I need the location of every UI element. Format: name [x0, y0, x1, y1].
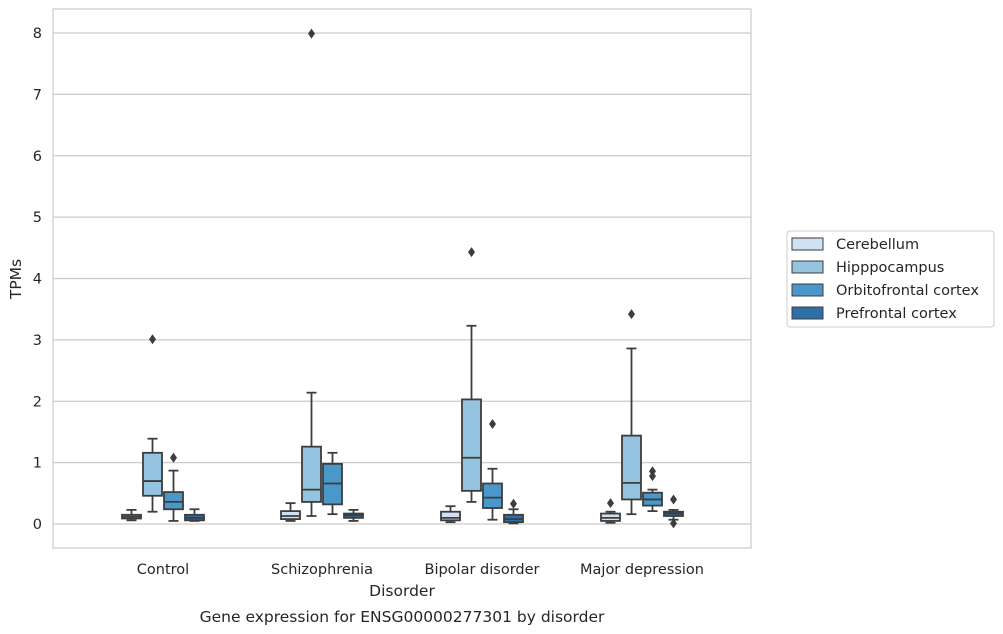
legend-label: Hipppocampus [836, 260, 944, 276]
box-prefrontal-cortex [663, 494, 684, 529]
box-orbitofrontal-cortex [642, 466, 663, 513]
iqr-box [280, 510, 301, 520]
outlier-point [607, 498, 614, 509]
outlier-point [468, 247, 475, 258]
outlier-point [628, 309, 635, 320]
box-orbitofrontal-cortex [163, 452, 184, 522]
box-orbitofrontal-cortex [482, 418, 503, 521]
iqr-box [163, 491, 184, 511]
legend: Cerebellum Hipppocampus Orbitofrontal cort… [786, 230, 995, 328]
iqr-box [301, 445, 322, 503]
chart-caption: Gene expression for ENSG00000277301 by d… [200, 608, 605, 626]
iqr-box [461, 398, 482, 492]
y-axis-label: TPMs [7, 259, 25, 300]
y-tick-labels: 0 1 2 3 4 5 6 7 8 [33, 26, 42, 533]
outlier-point [308, 28, 315, 39]
legend-label: Cerebellum [836, 237, 919, 253]
iqr-box [440, 510, 461, 522]
box-hipppocampus [142, 334, 163, 513]
box-hipppocampus [301, 28, 322, 517]
box-hipppocampus [461, 247, 482, 503]
legend-frame [786, 230, 995, 328]
box-cerebellum [121, 508, 142, 522]
x-tick-label: Bipolar disorder [425, 562, 540, 578]
box-orbitofrontal-cortex [322, 451, 343, 516]
y-tick-label: 6 [33, 149, 42, 165]
box-prefrontal-cortex [184, 508, 205, 522]
y-tick-label: 3 [33, 333, 42, 349]
outlier-point [670, 494, 677, 505]
outlier-point [489, 418, 496, 429]
box-prefrontal-cortex [343, 508, 364, 522]
x-axis-label: Disorder [369, 582, 435, 600]
boxes-layer [121, 28, 684, 529]
iqr-box [482, 482, 503, 509]
y-tick-label: 1 [33, 456, 42, 472]
x-tick-label: Schizophrenia [271, 562, 373, 578]
legend-swatch [791, 283, 824, 297]
legend-label: Orbitofrontal cortex [836, 283, 979, 299]
box-cerebellum [440, 505, 461, 524]
box-cerebellum [600, 498, 621, 524]
x-tick-label: Control [137, 562, 189, 578]
outlier-point [170, 452, 177, 463]
legend-swatch [791, 237, 824, 251]
y-tick-label: 5 [33, 210, 42, 226]
y-tick-label: 7 [33, 87, 42, 103]
legend-swatch [791, 260, 824, 274]
legend-label: Prefrontal cortex [836, 306, 957, 322]
outlier-point [510, 498, 517, 509]
outlier-point [149, 334, 156, 345]
y-tick-label: 2 [33, 394, 42, 410]
box-prefrontal-cortex [503, 498, 524, 525]
y-tick-label: 4 [33, 272, 42, 288]
legend-swatch [791, 306, 824, 320]
grid-lines [53, 32, 751, 525]
outlier-point [649, 466, 656, 477]
box-cerebellum [280, 502, 301, 522]
x-tick-labels: Control Schizophrenia Bipolar disorder Majo… [137, 562, 704, 578]
plot-frame [52, 8, 752, 549]
y-tick-label: 8 [33, 26, 42, 42]
iqr-box [621, 434, 642, 501]
box-hipppocampus [621, 309, 642, 516]
y-tick-label: 0 [33, 517, 42, 533]
iqr-box [142, 451, 163, 497]
outlier-point [670, 518, 677, 529]
x-tick-label: Major depression [580, 562, 704, 578]
